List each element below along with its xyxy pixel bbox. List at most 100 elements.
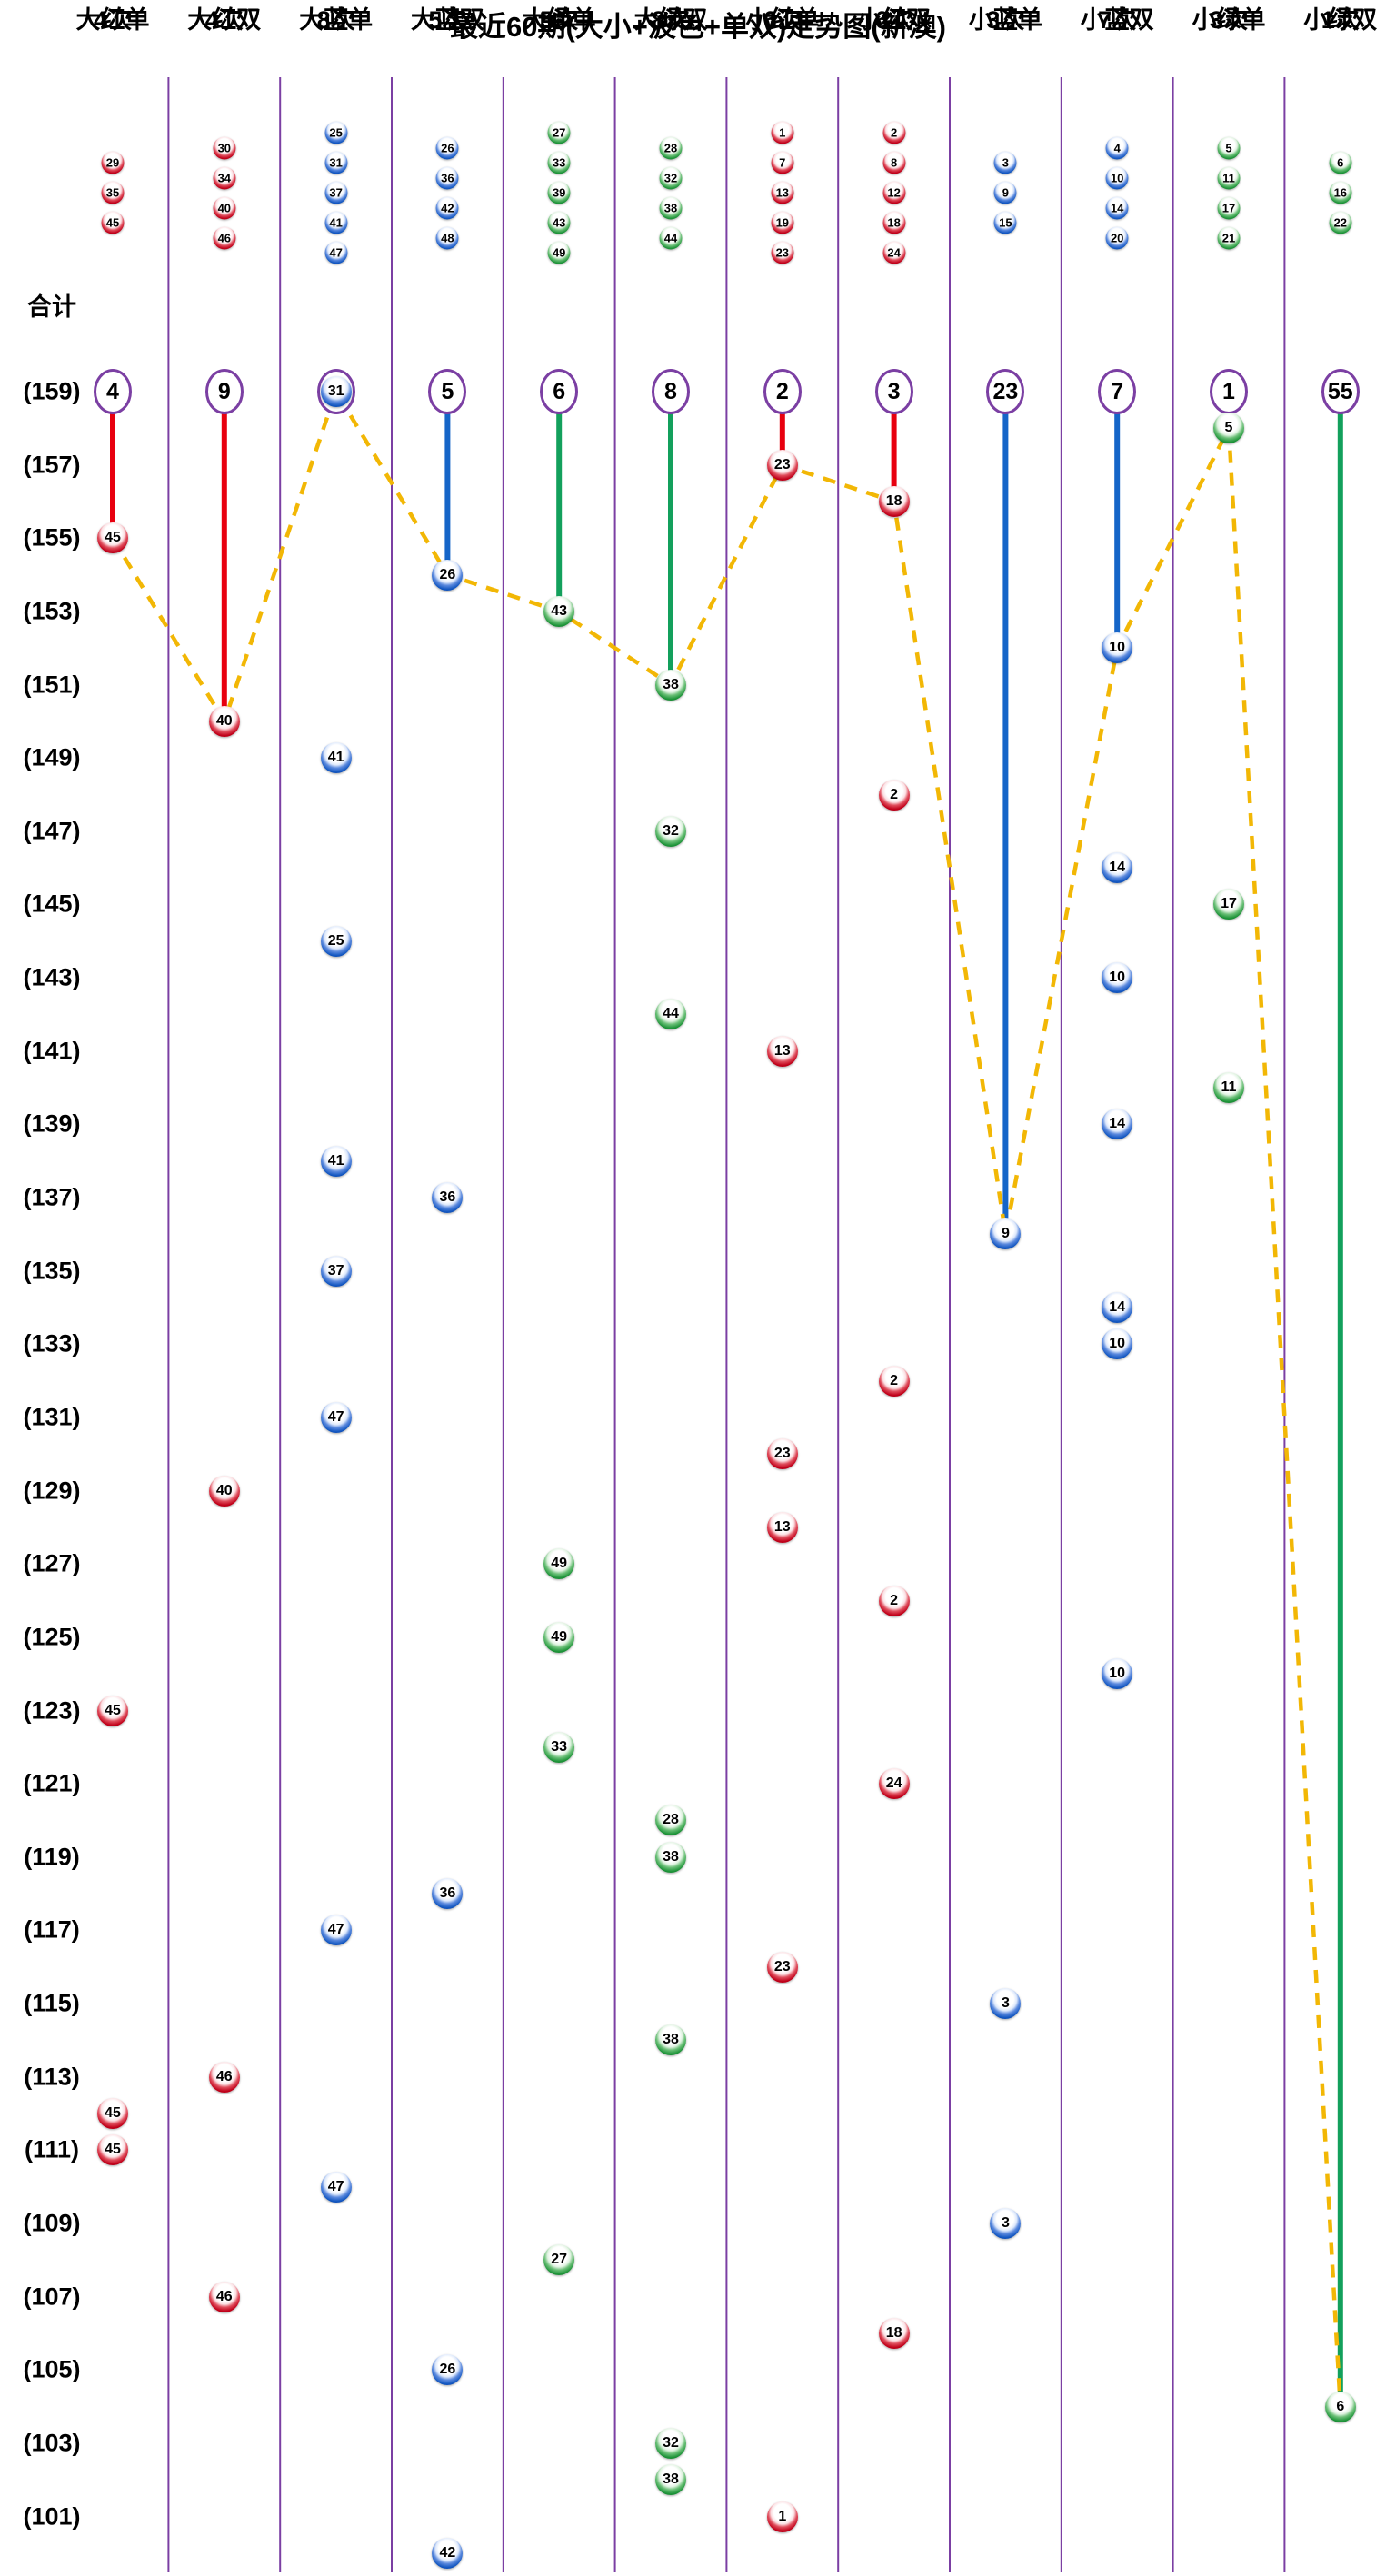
chart-ball: 33 <box>543 1731 575 1763</box>
chart-ball: 23 <box>766 1438 798 1470</box>
row-label-107: (107) <box>23 2283 81 2311</box>
chart-ball: 18 <box>878 485 910 517</box>
row-label-125: (125) <box>23 1623 81 1651</box>
legend-ball: 14 <box>1105 196 1129 219</box>
column-header-大红单: 大红单 <box>75 6 150 34</box>
chart-ball: 18 <box>878 2317 910 2349</box>
row-label-135: (135) <box>23 1257 81 1285</box>
total-count-小红双: 6次 <box>874 6 913 34</box>
chart-ball: 45 <box>97 2098 128 2130</box>
legend-ball: 32 <box>659 166 683 189</box>
row-label-141: (141) <box>23 1037 81 1065</box>
chart-ball: 38 <box>655 2024 686 2056</box>
legend-ball: 19 <box>771 211 794 234</box>
legend-ball: 22 <box>1329 211 1352 234</box>
legend-ball: 18 <box>882 211 906 234</box>
chart-ball: 41 <box>320 1145 352 1177</box>
legend-ball: 40 <box>213 196 236 219</box>
chart-ball: 10 <box>1102 962 1133 994</box>
chart-ball: 31 <box>320 376 352 407</box>
chart-ball: 9 <box>990 1218 1022 1250</box>
chart-ball: 6 <box>1324 2391 1356 2422</box>
total-count-小红单: 6次 <box>763 6 802 34</box>
row-label-129: (129) <box>23 1477 81 1505</box>
chart-ball: 45 <box>97 2134 128 2166</box>
legend-ball: 20 <box>1105 226 1129 249</box>
legend-ball: 46 <box>213 226 236 249</box>
legend-ball: 35 <box>101 181 125 204</box>
row-label-105: (105) <box>23 2355 81 2383</box>
chart-ball: 5 <box>1213 413 1244 444</box>
chart-ball: 38 <box>655 1841 686 1873</box>
column-header-小红双: 小红双 <box>857 6 932 34</box>
legend-ball: 23 <box>771 241 794 264</box>
chart-ball: 44 <box>655 999 686 1030</box>
legend-ball: 21 <box>1217 226 1241 249</box>
legend-ball: 3 <box>993 151 1017 174</box>
chart-ball: 36 <box>432 1182 464 1214</box>
legend-ball: 4 <box>1105 136 1129 159</box>
row-label-115: (115) <box>24 1989 80 2017</box>
legend-ball: 24 <box>882 241 906 264</box>
chart-ball: 49 <box>543 1621 575 1653</box>
chart-ball: 40 <box>208 705 240 737</box>
legend-ball: 10 <box>1105 166 1129 189</box>
row-label-139: (139) <box>23 1109 81 1138</box>
row-label-143: (143) <box>23 963 81 991</box>
total-count-大蓝单: 8次 <box>316 6 355 34</box>
chart-ball: 45 <box>97 522 128 554</box>
chart-ball: 32 <box>655 815 686 847</box>
chart-ball: 17 <box>1213 889 1244 920</box>
legend-ball: 34 <box>213 166 236 189</box>
chart-ball: 11 <box>1213 1072 1244 1104</box>
chart-ball: 27 <box>543 2244 575 2276</box>
legend-ball: 2 <box>882 121 906 144</box>
legend-ball: 11 <box>1217 166 1241 189</box>
legend-ball: 29 <box>101 151 125 174</box>
legend-ball: 48 <box>435 226 459 249</box>
legend-ball: 13 <box>771 181 794 204</box>
row-label-109: (109) <box>23 2209 81 2237</box>
legend-ball: 39 <box>547 181 571 204</box>
row-label-149: (149) <box>23 743 81 771</box>
total-count-大红双: 4次 <box>204 6 244 34</box>
column-header-小绿单: 小绿单 <box>1192 6 1266 34</box>
chart-ball: 47 <box>320 2171 352 2203</box>
chart-ball: 10 <box>1102 1328 1133 1360</box>
column-header-小绿双: 小绿双 <box>1303 6 1378 34</box>
legend-ball: 7 <box>771 151 794 174</box>
chart-ball: 46 <box>208 2061 240 2093</box>
chart-ball: 41 <box>320 742 352 774</box>
column-header-大绿单: 大绿单 <box>522 6 596 34</box>
trend-line <box>111 386 1343 2407</box>
miss-count-circle: 1 <box>1210 369 1248 414</box>
legend-ball: 47 <box>324 241 348 264</box>
row-label-123: (123) <box>23 1696 81 1725</box>
chart-ball: 28 <box>655 1805 686 1836</box>
miss-count-circle: 8 <box>652 369 690 414</box>
legend-ball: 44 <box>659 226 683 249</box>
column-header-小蓝双: 小蓝双 <box>1080 6 1154 34</box>
chart-ball: 13 <box>766 1035 798 1067</box>
chart-ball: 23 <box>766 449 798 481</box>
total-count-小绿单: 3次 <box>1209 6 1249 34</box>
legend-ball: 42 <box>435 196 459 219</box>
chart-ball: 14 <box>1102 1109 1133 1140</box>
chart-ball: 10 <box>1102 1658 1133 1690</box>
chart-ball: 14 <box>1102 852 1133 884</box>
total-count-大绿双: 8次 <box>651 6 691 34</box>
chart-ball: 40 <box>208 1475 240 1507</box>
legend-ball: 45 <box>101 211 125 234</box>
row-label-159: (159) <box>23 377 81 405</box>
chart-ball: 38 <box>655 669 686 701</box>
chart-ball: 38 <box>655 2464 686 2496</box>
column-header-大蓝单: 大蓝单 <box>299 6 374 34</box>
chart-ball: 26 <box>432 2354 464 2386</box>
chart-ball: 49 <box>543 1548 575 1580</box>
legend-ball: 49 <box>547 241 571 264</box>
chart-ball: 42 <box>432 2537 464 2569</box>
row-label-153: (153) <box>23 597 81 625</box>
legend-ball: 8 <box>882 151 906 174</box>
legend-ball: 17 <box>1217 196 1241 219</box>
row-label-127: (127) <box>23 1549 81 1577</box>
